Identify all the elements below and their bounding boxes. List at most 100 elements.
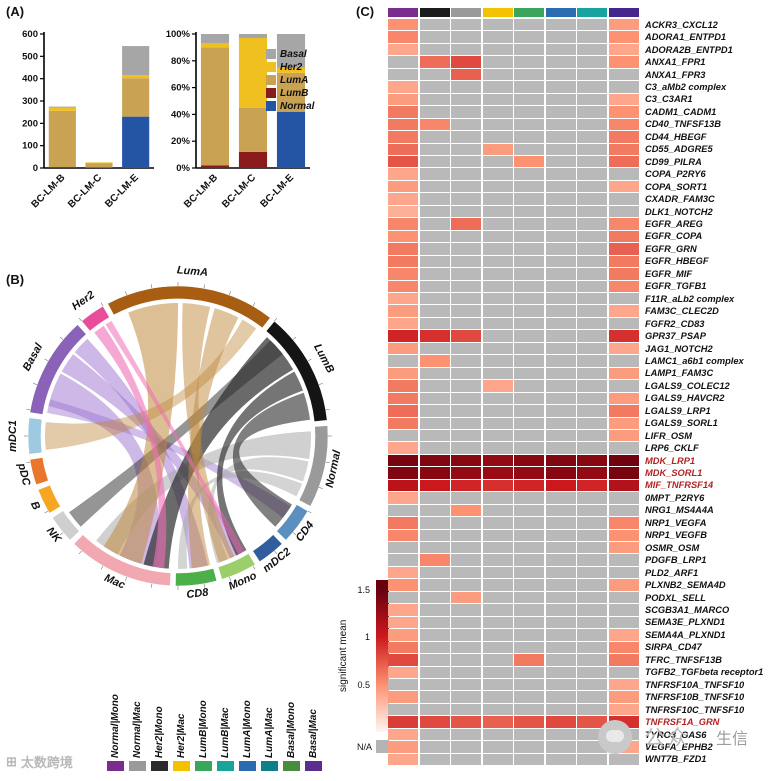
heatmap-row: EGFR_COPA	[388, 230, 763, 243]
heatmap-cell	[482, 143, 513, 155]
heatmap-cell	[545, 467, 576, 479]
heatmap-row-label: TNFRSF10A_TNFSF10	[645, 679, 745, 690]
heatmap-row-label: NRG1_MS4A4A	[645, 505, 714, 516]
bar-segment-luma	[276, 72, 306, 112]
heatmap-cell	[451, 292, 481, 305]
heatmap-column-header	[388, 8, 763, 17]
heatmap-cell	[577, 342, 607, 355]
heatmap-row-label: CD55_ADGRE5	[645, 144, 713, 155]
heatmap-cell	[514, 741, 544, 753]
heatmap-cell	[388, 143, 418, 155]
chord-segment-mdc2	[252, 534, 283, 563]
heatmap-cell	[388, 429, 418, 442]
heatmap-cell	[514, 579, 544, 591]
heatmap-cell	[514, 716, 544, 728]
heatmap-cell	[451, 205, 481, 218]
legend-swatch	[266, 88, 276, 98]
heatmap-cell	[608, 255, 639, 268]
heatmap-row-label: PDGFB_LRP1	[645, 555, 707, 566]
heatmap-cell	[545, 679, 576, 691]
segment-label: B	[28, 499, 42, 511]
heatmap-cell	[482, 429, 513, 442]
heatmap-cell	[451, 566, 481, 579]
heatmap-cell	[514, 180, 544, 193]
y-tick-label: 20%	[171, 136, 191, 147]
heatmap-cell	[388, 728, 418, 741]
heatmap-cell	[514, 492, 544, 504]
heatmap-cell	[482, 405, 513, 417]
heatmap-cell	[608, 454, 639, 467]
heatmap-cell	[608, 268, 639, 280]
segment-tick	[100, 565, 104, 570]
chord-legend: Normal|Mono Normal|Mac Her2|Mono Her2|Mac Lu…	[104, 662, 324, 771]
heatmap-cell	[608, 180, 639, 193]
heatmap-cell	[388, 579, 418, 591]
chord-legend-item: Normal|Mac	[126, 662, 148, 771]
heatmap-cell	[577, 429, 607, 442]
heatmap-row: WNT7B_FZD1	[388, 753, 763, 766]
chord-diagram: LumALumBNormalCD4mDC2MonoCD8MacNKBpDCmDC…	[7, 264, 344, 601]
legend-label: Normal	[280, 100, 315, 112]
heatmap-cell	[577, 367, 607, 380]
heatmap-cell	[419, 741, 450, 753]
colorbar: significant mean 1.5 1 0.5 N/A	[336, 572, 402, 780]
heatmap-cell	[419, 392, 450, 405]
heatmap-cell	[451, 168, 481, 180]
heatmap-row: CD55_ADGRE5	[388, 143, 763, 155]
heatmap-cell	[545, 591, 576, 604]
heatmap-cell	[514, 131, 544, 143]
heatmap-cell	[388, 504, 418, 517]
heatmap-cell	[419, 417, 450, 429]
heatmap-cell	[545, 81, 576, 93]
heatmap-cell	[419, 193, 450, 205]
heatmap-row-label: LIFR_OSM	[645, 430, 693, 441]
segment-tick	[150, 284, 153, 289]
heatmap-row: TNFRSF10C_TNFSF10	[388, 703, 763, 716]
heatmap-cell	[388, 56, 418, 68]
heatmap-cell	[514, 292, 544, 305]
heatmap-cell	[388, 205, 418, 218]
heatmap-row-label: JAG1_NOTCH2	[645, 343, 713, 354]
heatmap-cell	[608, 554, 639, 566]
heatmap-cell	[451, 442, 481, 454]
legend-label: Her2	[280, 61, 303, 73]
heatmap-cell	[482, 255, 513, 268]
heatmap-cell	[482, 330, 513, 342]
heatmap-cell	[388, 679, 418, 691]
heatmap-cell	[482, 31, 513, 43]
segment-tick	[59, 532, 64, 536]
heatmap-cell	[608, 218, 639, 230]
heatmap-cell	[577, 268, 607, 280]
chord-legend-item: Her2|Mono	[148, 662, 170, 771]
heatmap-cell	[419, 19, 450, 31]
heatmap-row: FGFR2_CD83	[388, 317, 763, 330]
heatmap-row: EGFR_MIF	[388, 268, 763, 280]
heatmap-cell	[577, 205, 607, 218]
heatmap-cell	[419, 218, 450, 230]
heatmap-row-label: TGFB2_TGFbeta receptor1	[645, 667, 764, 678]
heatmap-cell	[608, 479, 639, 492]
heatmap-cell	[419, 579, 450, 591]
heatmap-cell	[545, 330, 576, 342]
heatmap-row: TGFB2_TGFbeta receptor1	[388, 666, 764, 679]
segment-tick	[325, 461, 330, 464]
heatmap-cell	[482, 417, 513, 429]
heatmap-cell	[419, 230, 450, 243]
heatmap-row-label: LRP6_CKLF	[645, 443, 699, 454]
heatmap-cell	[514, 679, 544, 691]
heatmap-row-label: PLD2_ARF1	[645, 567, 699, 578]
heatmap-cell	[514, 691, 544, 703]
heatmap-cell	[608, 143, 639, 155]
chord-legend-item: Basal|Mac	[302, 662, 324, 771]
heatmap-cell	[608, 280, 639, 292]
heatmap-cell	[545, 492, 576, 504]
bar-segment-basal	[200, 34, 230, 44]
heatmap-cell	[419, 342, 450, 355]
heatmap-cell	[482, 542, 513, 554]
heatmap-cell	[419, 81, 450, 93]
heatmap-cell	[514, 629, 544, 641]
heatmap-row: DLK1_NOTCH2	[388, 205, 763, 218]
heatmap-cell	[545, 392, 576, 405]
heatmap-cell	[514, 591, 544, 604]
heatmap-cell	[577, 93, 607, 106]
